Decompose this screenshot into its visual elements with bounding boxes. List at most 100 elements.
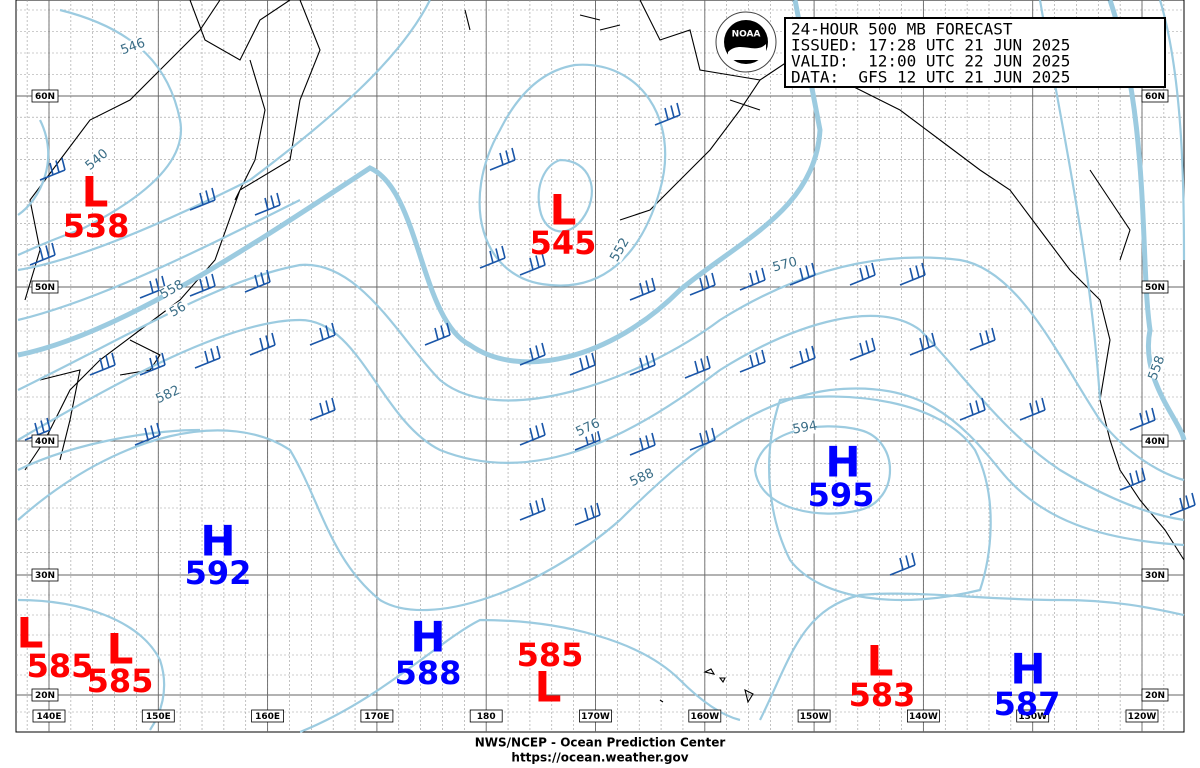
footer-url: https://ocean.weather.gov (511, 751, 688, 765)
wind-barb (519, 252, 546, 276)
wind-barb (139, 275, 166, 299)
noaa-logo: NOAA (715, 11, 777, 73)
contour-label-bg (120, 36, 146, 58)
pressure-center-symbol: L (535, 663, 562, 712)
lat-label: 40N (35, 437, 55, 447)
wind-barbs (24, 102, 1196, 576)
wind-barb (139, 352, 166, 376)
wind-barb (629, 277, 656, 301)
lon-label: 150E (146, 712, 171, 722)
lon-label: 150W (800, 712, 829, 722)
pressure-center-symbol: H (825, 438, 860, 487)
lat-label: 30N (1145, 571, 1165, 581)
contour-label-bg (792, 419, 818, 437)
lat-label: 40N (1145, 437, 1165, 447)
wind-barb (1169, 492, 1196, 516)
wind-barb (1119, 467, 1146, 491)
wind-barb (689, 272, 716, 296)
wind-barb (654, 102, 681, 126)
lat-label-box (1141, 89, 1169, 103)
lat-label: 60N (1145, 92, 1165, 102)
lon-label-box (1016, 709, 1050, 723)
pressure-center-value: 587 (994, 685, 1061, 723)
lon-label: 180 (477, 712, 496, 722)
wind-barb (569, 352, 596, 376)
wind-barb (519, 342, 546, 366)
lat-label: 20N (35, 691, 55, 701)
header-title: 24-HOUR 500 MB FORECAST (791, 20, 1013, 39)
lat-label-box (31, 568, 59, 582)
wind-barb (849, 262, 876, 286)
pressure-center-symbol: H (1010, 645, 1045, 694)
wind-barb (254, 192, 281, 216)
lon-label-box (797, 709, 831, 723)
contour-label-bg (155, 384, 181, 406)
wind-barb (479, 245, 506, 269)
pressure-center-value: 585 (517, 636, 584, 674)
logo-bird (728, 44, 766, 60)
map-frame (15, 0, 1185, 733)
wind-barb (1129, 407, 1156, 431)
logo-text: NOAA (732, 30, 761, 40)
wind-barb (889, 552, 916, 576)
wind-barb (134, 422, 161, 446)
lat-label-box (31, 688, 59, 702)
wind-barb (1019, 397, 1046, 421)
lon-label: 170W (581, 712, 610, 722)
contour-label: 594 (791, 418, 818, 437)
lat-label: 50N (1145, 283, 1165, 293)
wind-barb (29, 242, 56, 266)
lon-label: 160E (255, 712, 280, 722)
lon-label: 140E (37, 712, 62, 722)
wind-barb (39, 157, 66, 181)
lon-label-box (141, 709, 175, 723)
wind-barb (244, 269, 271, 293)
wind-barb (189, 273, 216, 297)
height-contours (17, 0, 1187, 734)
pressure-center-symbol: L (867, 637, 894, 686)
wind-barb (309, 322, 336, 346)
pressure-center-value: 585 (27, 647, 94, 685)
lat-label-box (1141, 434, 1169, 448)
header-issued: ISSUED: 17:28 UTC 21 JUN 2025 (791, 36, 1070, 55)
wind-barb (684, 355, 711, 379)
contour-label-bg (772, 255, 798, 275)
lon-label: 130W (1018, 712, 1047, 722)
pressure-center-symbol: L (107, 625, 134, 674)
contour-label: 56 (167, 299, 189, 320)
labels: 60N 60N 50N 50N 40N 40N 30N 30N 20N 20N 140E 150E 16… (17, 36, 1169, 723)
wind-barb (519, 497, 546, 521)
wind-barb (89, 352, 116, 376)
lon-label: 140W (909, 712, 938, 722)
contour-label-bg (575, 417, 601, 439)
contour-label-bg (84, 147, 110, 173)
pressure-center-value: 588 (395, 654, 462, 692)
footer-agency: NWS/NCEP - Ocean Prediction Center (475, 736, 726, 750)
header-data: DATA: GFS 12 UTC 21 JUN 2025 (791, 68, 1070, 87)
contour-label-bg (158, 278, 186, 302)
wind-barb (424, 322, 451, 346)
lon-label: 160W (690, 712, 719, 722)
lat-label-box (1141, 688, 1169, 702)
wind-barb (249, 332, 276, 356)
wind-barb (189, 187, 216, 211)
pressure-center-symbol: L (82, 168, 109, 217)
lat-label: 30N (35, 571, 55, 581)
lat-label-box (31, 89, 59, 103)
wind-barb (739, 349, 766, 373)
pressure-center-value: 592 (185, 554, 252, 592)
lon-label-box (907, 709, 940, 723)
wind-barb (689, 427, 716, 451)
pressure-center-value: 545 (530, 224, 597, 262)
lat-label: 20N (1145, 691, 1165, 701)
contour-label-bg (1146, 355, 1168, 381)
wind-barb (789, 345, 816, 369)
wind-barb (574, 427, 601, 451)
grid (16, 0, 1184, 732)
wind-barb (849, 337, 876, 361)
header-box (784, 17, 1166, 88)
contour-label-bg (608, 236, 632, 264)
lat-label-box (31, 434, 59, 448)
lon-label-box (1125, 709, 1159, 723)
